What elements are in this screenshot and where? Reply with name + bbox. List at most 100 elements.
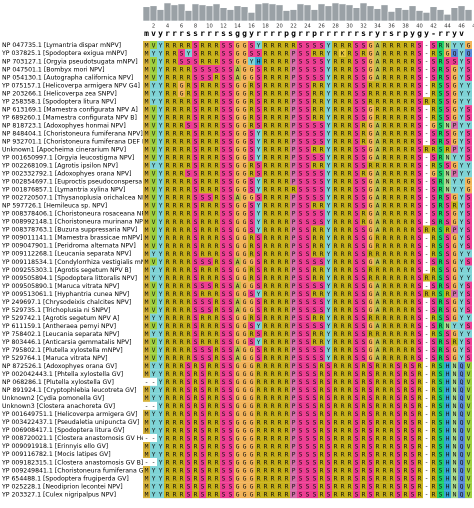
sequence-name[interactable]: YP 008378763.1 [Buzura suppressaria NPV] — [1, 227, 137, 234]
residue-letter: S — [306, 402, 310, 410]
residue-letter: R — [264, 394, 268, 402]
sequence-name[interactable]: YP 758402.1 [Leucania separata NPV] — [1, 331, 119, 338]
sequence-name[interactable]: NP 068286.1 [Plutella xylostella GV] — [2, 379, 114, 386]
residue-letter: R — [390, 194, 394, 202]
residue-cell — [206, 321, 213, 330]
residue-cell — [234, 233, 241, 242]
sequence-name[interactable]: YP 258358.1 [Spodoptera litura NPV] — [1, 98, 116, 105]
sequence-name[interactable]: NP 891924.1 [Cryptophlebia leucotreta GV… — [2, 387, 137, 394]
residue-cell — [388, 361, 395, 370]
residue-letter: R — [397, 73, 401, 81]
sequence-name[interactable]: YP 002042443.1 [Phtella xylostella GV] — [1, 371, 123, 378]
sequence-name[interactable]: YP 249697.1 [Chrysodeixis chalcites NPV] — [1, 299, 131, 306]
sequence-name[interactable]: NP 597726.1 [Hemileuca sp. NPV] — [2, 203, 107, 210]
sequence-name[interactable]: YP 008378406.1 [Choristoneura rosaceana … — [1, 211, 152, 218]
residue-letter: R — [180, 306, 184, 314]
residue-cell — [423, 57, 430, 66]
sequence-name[interactable]: Unknown1 [Apocheima cinerarium NPV] — [2, 146, 126, 153]
residue-letter: S — [320, 282, 324, 290]
residue-cell — [346, 297, 353, 306]
residue-letter: R — [180, 122, 184, 130]
residue-cell — [199, 217, 206, 226]
sequence-name[interactable]: YP 008992148.1 [Choristoneura murinana N… — [1, 219, 149, 226]
residue-cell — [262, 305, 269, 314]
sequence-name[interactable]: YP 009505894.1 [Spodoptera littoralis NP… — [1, 275, 137, 282]
sequence-name[interactable]: Unknown3 [Clostera anachoreta GV] — [2, 403, 115, 410]
sequence-name[interactable]: YP 002268109.1 [Agrotis ipsilon NPV] — [1, 163, 118, 170]
residue-cell — [283, 113, 290, 122]
residue-cell — [451, 321, 458, 330]
sequence-name[interactable]: YP 529735.1 [Trichoplusia ni SNPV] — [1, 307, 110, 314]
sequence-name[interactable]: NP 203266.1 [Helicoverpa zea SNPV] — [2, 90, 117, 97]
residue-cell — [241, 41, 248, 50]
sequence-name[interactable]: NP 872526.1 [Adoxophyes orana GV] — [2, 363, 117, 370]
sequence-name[interactable]: YP 075157.1 [Helicoverpa armigera NPV G4… — [1, 82, 140, 89]
sequence-name[interactable]: YP 009047901.1 [Peridroma alternata NPV] — [1, 243, 136, 250]
sequence-name[interactable]: YP 009249841.1 [Choristoneura fumiferana… — [1, 467, 150, 474]
sequence-name[interactable]: YP 001876857.1 [Lymantria xylina NPV] — [1, 187, 125, 194]
residue-letter: S — [306, 218, 310, 226]
sequence-name[interactable]: YP 009513061.1 [Hyphantria cunea NPV] — [1, 291, 129, 298]
residue-cell — [353, 385, 360, 394]
residue-letter: R — [201, 97, 205, 105]
sequence-name[interactable]: YP 654488.1 [Spodoptera frugiperda GV] — [1, 475, 129, 482]
residue-cell — [269, 265, 276, 274]
residue-letter: R — [194, 426, 198, 434]
sequence-name[interactable]: YP 002720507.1 [Thysanoplusia orichalcea… — [1, 195, 152, 202]
sequence-name[interactable]: YP 006908417.1 [Spodoptera litura GV] — [1, 427, 125, 434]
sequence-name[interactable]: YP 529742.1 [Agrotis segetum NPV A] — [1, 315, 119, 322]
sequence-name[interactable]: YP 689260.1 [Mamestra configurata NPV B] — [1, 114, 137, 121]
sequence-name[interactable]: YP 003422437.1 [Pseudaletia unipuncta GV… — [1, 419, 139, 426]
sequence-name[interactable]: NP 613169.1 [Mamestra configurata NPV A] — [2, 106, 138, 113]
sequence-name[interactable]: NP 818723.1 [Adoxophyes honmai NPV] — [2, 122, 126, 129]
sequence-name[interactable]: YP 009118534.1 [Condylorrhiza vestigiali… — [1, 259, 156, 266]
residue-letter: S — [194, 138, 198, 146]
sequence-name[interactable]: NP 932701.1 [Choristoneura fumiferana DE… — [2, 138, 157, 145]
residue-cell — [255, 193, 262, 202]
sequence-name[interactable]: YP 009182315.1 [Clostera anastomosis GV … — [1, 459, 143, 466]
residue-cell — [304, 193, 311, 202]
conservation-bar — [324, 5, 333, 22]
sequence-name[interactable]: NP 047735.1 [Lymantria dispar mNPV] — [2, 42, 121, 49]
sequence-name[interactable]: YP 008720021.1 [Clostera anastomosis GV … — [1, 435, 151, 442]
sequence-name[interactable]: YP 009116782.1 [Mocis latipes GV] — [1, 451, 111, 458]
residue-letter: R — [341, 202, 345, 210]
sequence-name[interactable]: YP 529764.1 [Maruca vitrata NPV] — [1, 355, 107, 362]
sequence-name[interactable]: YP 009011141.1 [Mamestra brassicae mNPV] — [1, 235, 143, 242]
sequence-name[interactable]: YP 037825.1 [Spodoptera exigua mNPV] — [1, 50, 127, 57]
residue-cell — [171, 377, 178, 386]
sequence-name[interactable]: NP 047501.1 [Bombyx mori NPV] — [2, 66, 105, 73]
sequence-name[interactable]: NP 054130.1 [Autographa californica NPV] — [2, 74, 133, 81]
residue-letter: R — [341, 354, 345, 362]
residue-letter: R — [397, 49, 401, 57]
residue-cell — [451, 257, 458, 266]
sequence-name[interactable]: YP 611159.1 [Antheraea pernyi NPV] — [1, 323, 116, 330]
sequence-name[interactable]: YP 001649751.1 [Helicoverpa armigera GV] — [1, 411, 137, 418]
sequence-name[interactable]: NP 848404.1 [Choristoneura fumiferana NP… — [2, 130, 143, 137]
residue-cell — [430, 217, 437, 226]
sequence-name[interactable]: YP 009091918.1 [Erinnyis ello GV] — [1, 443, 108, 450]
sequence-name[interactable]: YP 002854697.1 [Euproctis pseudoconspers… — [1, 179, 159, 186]
ruler-tick-label: 4 — [166, 24, 170, 30]
sequence-name[interactable]: YP 025228.1 [Neodiprion lecontei NPV] — [1, 483, 123, 490]
sequence-name[interactable]: YP 203327.1 [Culex nigripalpus NPV] — [1, 491, 116, 498]
sequence-name[interactable]: YP 001650997.1 [Orgyia leucostigma NPV] — [1, 155, 134, 162]
sequence-name[interactable]: Unknown2 [Cydia pomonella GV] — [2, 395, 104, 402]
sequence-name[interactable]: YP 803446.1 [Anticarsia gemmatalis NPV] — [1, 339, 132, 346]
residue-letter: Y — [159, 394, 163, 402]
sequence-name[interactable]: YP 795802.1 [Plutella xylostella mNPV] — [1, 347, 123, 354]
residue-letter: S — [432, 354, 436, 362]
residue-letter: R — [376, 266, 380, 274]
sequence-name[interactable]: YP 009255303.1 [Agrotis segetum NPV B] — [1, 267, 131, 274]
residue-letter: R — [278, 49, 282, 57]
residue-cell — [465, 241, 472, 250]
sequence-name[interactable]: YP 009112268.1 [Leucania separata NPV] — [1, 251, 131, 258]
sequence-name[interactable]: YP 009505890.1 [Maruca vitrata NPV] — [1, 283, 119, 290]
sequence-name[interactable]: YP 002332792.1 [Adoxophyes orana NPV] — [1, 171, 131, 178]
residue-letter: G — [243, 194, 247, 202]
residue-letter: R — [271, 426, 275, 434]
residue-cell — [192, 57, 199, 66]
residue-letter: H — [446, 378, 450, 386]
residue-letter: V — [152, 105, 156, 113]
sequence-name[interactable]: NP 703127.1 [Orgyia pseudotsugata mNPV] — [2, 58, 138, 65]
